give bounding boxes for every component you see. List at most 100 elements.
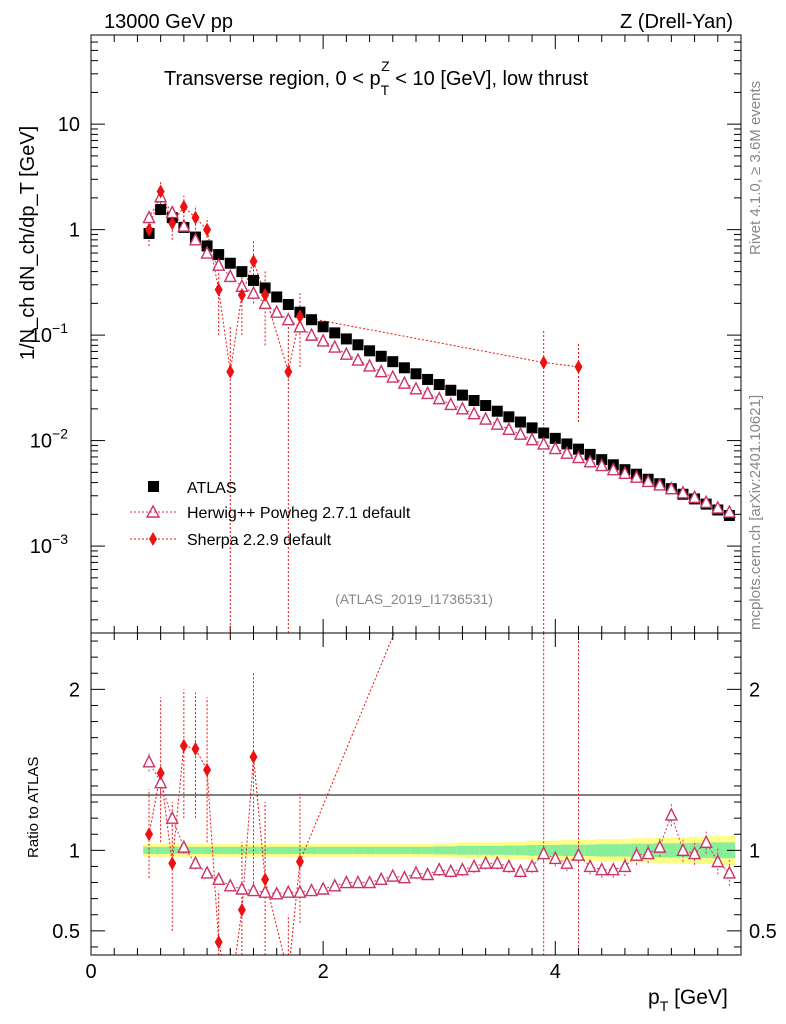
herwig-ratio-point	[722, 865, 737, 879]
ratio-band-inner	[340, 846, 353, 854]
main-ticks: 10−3 10−2 10−1 1 10	[30, 34, 742, 633]
ratio-band-inner	[503, 845, 515, 856]
atlas-point	[514, 416, 526, 428]
herwig-ratio-point	[386, 868, 400, 882]
atlas-point	[352, 339, 364, 351]
legend-label-sherpa: Sherpa 2.2.9 default	[187, 532, 332, 549]
y-tick-label: 10−3	[30, 531, 68, 558]
sherpa-ratio-point	[179, 738, 188, 753]
sherpa-point	[168, 216, 177, 231]
sherpa-point	[574, 359, 583, 374]
ratio-frame	[90, 632, 742, 956]
herwig-point	[664, 481, 678, 495]
sherpa-ratio-point	[237, 902, 246, 917]
sherpa-point	[249, 254, 258, 269]
herwig-ratio-point	[699, 834, 713, 848]
ratio-band-inner	[584, 844, 596, 857]
sherpa-ratio-point	[214, 935, 223, 950]
herwig-ratio-point	[455, 862, 470, 876]
y-tick-label: 10	[58, 114, 80, 136]
ratio-band-inner	[212, 846, 225, 854]
herwig-ratio-point	[351, 874, 365, 889]
herwig-ratio-point	[246, 883, 261, 897]
x-axis-label: pT [GeV]	[648, 986, 728, 1014]
herwig-ratio-point	[293, 884, 307, 898]
herwig-point	[328, 339, 342, 353]
atlas-point	[445, 384, 457, 396]
herwig-ratio-point	[223, 878, 237, 892]
ratio-band-inner	[305, 846, 318, 854]
sherpa-point	[191, 210, 200, 225]
herwig-point	[513, 426, 528, 440]
legend-marker-atlas	[148, 481, 159, 492]
sherpa-ratio-point	[284, 967, 292, 981]
sherpa-point	[156, 184, 165, 199]
atlas-point	[271, 291, 283, 303]
herwig-ratio-point	[537, 846, 551, 860]
herwig-ratio-point	[374, 871, 388, 886]
y-tick-label: 10−1	[30, 320, 68, 347]
atlas-point	[317, 321, 329, 333]
herwig-ratio-point	[583, 858, 597, 873]
sherpa-ratio-point	[295, 854, 304, 869]
ratio-band-inner	[270, 846, 283, 854]
herwig-ratio-point	[490, 855, 504, 869]
sherpa-point	[214, 282, 223, 297]
atlas-point	[375, 350, 387, 362]
sherpa-point	[226, 364, 235, 379]
herwig-point	[699, 494, 713, 509]
sherpa-ratio-point	[226, 988, 234, 1002]
ratio-band-inner	[595, 844, 608, 857]
ratio-y-tick-label-right: 2	[749, 679, 760, 701]
atlas-point	[340, 333, 352, 345]
x-tick-label: 4	[550, 961, 561, 983]
herwig-ratio-point	[339, 874, 353, 889]
sherpa-point	[539, 355, 548, 370]
ratio-band-inner	[328, 846, 341, 854]
ratio-band-inner	[143, 846, 155, 854]
atlas-point	[155, 204, 167, 216]
herwig-point	[362, 358, 377, 372]
ratio-band-inner	[433, 846, 446, 855]
herwig-ratio-point	[409, 865, 423, 879]
herwig-point	[200, 245, 214, 259]
collision-label: 13000 GeV pp	[104, 11, 233, 33]
chart-title: Transverse region, 0 < pTZ < 10 [GeV], l…	[164, 58, 589, 98]
ratio-ticks: 0 2 4 0.5 0.5 1 1 2 2	[52, 633, 777, 983]
ratio-band-inner	[665, 843, 678, 858]
herwig-ratio-point	[432, 862, 446, 876]
atlas-point	[538, 427, 550, 439]
atlas-point	[480, 400, 492, 412]
ratio-band-inner	[224, 846, 237, 854]
herwig-ratio-point	[560, 855, 574, 869]
ratio-y-tick-label-right: 1	[749, 840, 760, 862]
ratio-y-tick-label-right: 0.5	[749, 921, 777, 943]
herwig-ratio-point	[479, 855, 493, 869]
herwig-ratio-point	[304, 883, 319, 897]
ratio-band-inner	[514, 845, 527, 856]
atlas-point	[236, 266, 248, 278]
atlas-point	[398, 362, 410, 374]
atlas-point	[573, 443, 584, 455]
ratio-y-tick-label: 0.5	[52, 921, 80, 943]
y-tick-label: 10−2	[30, 426, 68, 453]
herwig-ratio-point	[711, 854, 725, 868]
herwig-ratio-point	[571, 847, 586, 861]
herwig-ratio-point	[618, 858, 632, 873]
herwig-ratio-point	[235, 881, 249, 895]
atlas-point	[468, 394, 480, 406]
sherpa-point	[237, 288, 246, 303]
herwig-point	[397, 375, 412, 389]
ratio-panel: 0 2 4 0.5 0.5 1 1 2 2 Ratio to ATLAS pT [GeV]	[25, 632, 777, 1014]
mcplots-label: mcplots.cern.ch [arXiv:2401.10621]	[747, 395, 764, 630]
ratio-y-tick-label: 1	[69, 840, 80, 862]
herwig-ratio-point	[154, 775, 168, 789]
herwig-ratio-point	[664, 807, 678, 821]
herwig-point	[525, 432, 539, 446]
legend-marker-sherpa	[149, 532, 157, 546]
ratio-band-inner	[386, 846, 399, 854]
ratio-band-inner	[619, 844, 631, 857]
herwig-ratio-point	[467, 858, 481, 873]
atlas-point	[282, 299, 294, 311]
ratio-band-inner	[700, 842, 712, 858]
